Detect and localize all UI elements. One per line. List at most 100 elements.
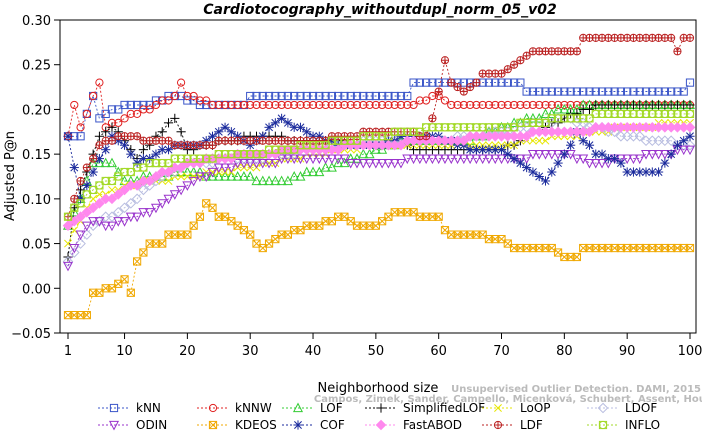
point-kdeos	[195, 212, 205, 221]
point-inflo	[101, 176, 110, 186]
point-cof	[679, 136, 689, 146]
point-odin	[289, 154, 300, 165]
point-cof	[88, 167, 98, 177]
point-odin	[100, 221, 111, 232]
point-ldof	[131, 193, 143, 205]
point-kdeos	[133, 257, 142, 266]
point-ldf	[447, 78, 456, 87]
point-ldf	[76, 176, 85, 186]
point-inflo	[315, 141, 324, 150]
plot-frame	[59, 19, 697, 334]
point-knnw	[428, 91, 437, 101]
legend-marker-inflo	[598, 420, 608, 430]
point-knnw	[271, 100, 280, 110]
point-knn	[535, 87, 544, 96]
legend-marker-knn	[109, 403, 119, 413]
point-ldof	[62, 256, 74, 267]
point-inflo	[95, 181, 104, 190]
point-inflo	[359, 132, 368, 141]
point-odin	[213, 163, 224, 174]
point-knnw	[403, 100, 412, 110]
point-knn	[246, 91, 255, 101]
point-knn	[365, 91, 374, 101]
point-cof	[534, 171, 544, 182]
point-knnw	[183, 91, 192, 101]
point-ldf	[95, 141, 104, 150]
point-fastabod	[163, 166, 174, 178]
point-knn	[553, 87, 563, 96]
point-inflo	[522, 118, 531, 127]
point-ldf	[164, 136, 173, 145]
point-lof	[320, 162, 331, 172]
point-cof	[283, 118, 293, 128]
point-inflo	[214, 150, 223, 159]
point-odin	[150, 203, 161, 214]
point-inflo	[133, 163, 142, 172]
point-ldof	[125, 198, 137, 209]
point-fastabod	[75, 211, 86, 223]
point-loop	[528, 136, 537, 145]
point-inflo	[183, 154, 192, 163]
point-cof	[628, 167, 639, 177]
point-odin	[640, 150, 652, 160]
point-odin	[270, 158, 281, 169]
point-ldf	[82, 163, 91, 172]
point-inflo	[484, 123, 494, 132]
legend: kNN kNNW LOF SimplifiedLOF LoOP LDOF ODIN KDEOS…	[98, 401, 660, 432]
point-lof	[207, 171, 218, 181]
point-inflo	[440, 123, 450, 132]
point-odin	[527, 150, 538, 160]
legend-label-knn: kNN	[136, 401, 161, 415]
point-knn	[396, 91, 406, 101]
point-inflo	[233, 150, 242, 159]
legend-marker-cof	[293, 420, 303, 430]
point-odin	[333, 154, 344, 165]
point-knnw	[158, 96, 167, 105]
point-ldf	[667, 33, 676, 42]
legend-item-inflo: INFLO	[587, 418, 660, 432]
point-cof	[566, 140, 576, 150]
point-knn	[308, 91, 318, 101]
point-knn	[101, 109, 110, 119]
point-inflo	[390, 127, 399, 136]
point-inflo	[271, 145, 280, 154]
point-inflo	[252, 150, 261, 159]
point-inflo	[566, 114, 575, 123]
point-inflo	[679, 109, 688, 119]
point-inflo	[290, 145, 299, 154]
point-knn	[145, 100, 154, 110]
point-knnw	[378, 100, 387, 110]
point-odin	[113, 217, 124, 227]
point-knnw	[302, 100, 311, 110]
point-cof	[666, 149, 676, 159]
point-cof	[314, 131, 324, 141]
point-knn	[258, 91, 267, 101]
point-inflo	[352, 136, 362, 145]
point-ldof	[144, 180, 155, 191]
point-cof	[540, 176, 551, 186]
point-inflo	[302, 141, 311, 150]
x-tick-label: 10	[116, 344, 133, 359]
point-ldof	[609, 126, 620, 138]
point-lof	[251, 175, 262, 186]
point-odin	[584, 158, 595, 169]
legend-label-cof: COF	[320, 418, 345, 432]
point-knn	[610, 87, 619, 96]
point-odin	[546, 150, 557, 160]
x-tick-label: 60	[430, 344, 447, 359]
point-cof	[119, 140, 130, 150]
point-odin	[176, 185, 187, 196]
point-inflo	[365, 132, 374, 141]
point-lof	[100, 157, 111, 168]
point-odin	[477, 154, 488, 165]
point-inflo	[277, 145, 286, 154]
point-lof	[308, 166, 319, 177]
point-knn	[566, 87, 575, 96]
point-cof	[270, 118, 280, 128]
point-cof	[553, 158, 563, 168]
point-knn	[497, 78, 506, 87]
point-knn	[403, 91, 412, 101]
point-fastabod	[458, 135, 470, 147]
point-lof	[521, 112, 532, 123]
point-knn	[484, 78, 494, 87]
